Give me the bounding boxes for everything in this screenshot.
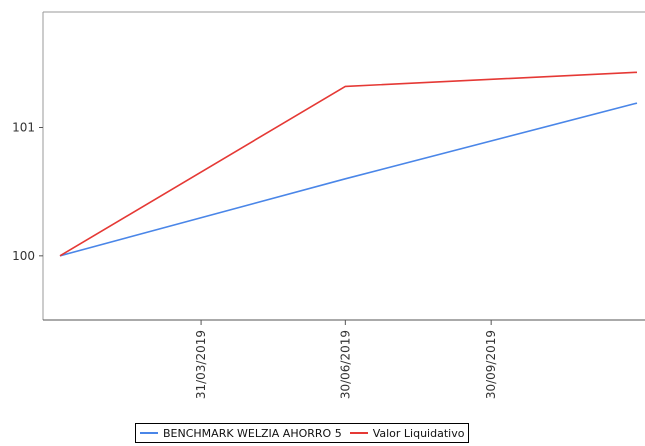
- series-line-benchmark: [59, 102, 638, 257]
- legend-label-benchmark: BENCHMARK WELZIA AHORRO 5: [163, 426, 342, 440]
- series-line-valor-liquidativo: [59, 71, 638, 257]
- y-tick-label: 100: [12, 249, 35, 263]
- y-tick-label: 101: [12, 121, 35, 135]
- plot-frame: [42, 11, 645, 321]
- x-tick-label: 30/06/2019: [338, 330, 352, 399]
- line-chart: 100 101 31/03/2019 30/06/2019 30/09/2019: [12, 11, 645, 399]
- legend-swatch-benchmark: [140, 432, 158, 434]
- legend-item-valor-liquidativo: Valor Liquidativo: [349, 426, 465, 440]
- legend-label-valor-liquidativo: Valor Liquidativo: [372, 426, 465, 440]
- series-layer: [59, 71, 638, 257]
- legend-swatch-valor-liquidativo: [349, 432, 368, 434]
- legend-item-benchmark: BENCHMARK WELZIA AHORRO 5: [140, 427, 342, 440]
- x-tick-label: 31/03/2019: [194, 330, 208, 399]
- legend: BENCHMARK WELZIA AHORRO 5 Valor Liquidat…: [135, 423, 470, 443]
- y-axis: 100 101: [12, 121, 43, 263]
- x-tick-label: 30/09/2019: [484, 330, 498, 399]
- x-axis: 31/03/2019 30/06/2019 30/09/2019: [194, 320, 498, 399]
